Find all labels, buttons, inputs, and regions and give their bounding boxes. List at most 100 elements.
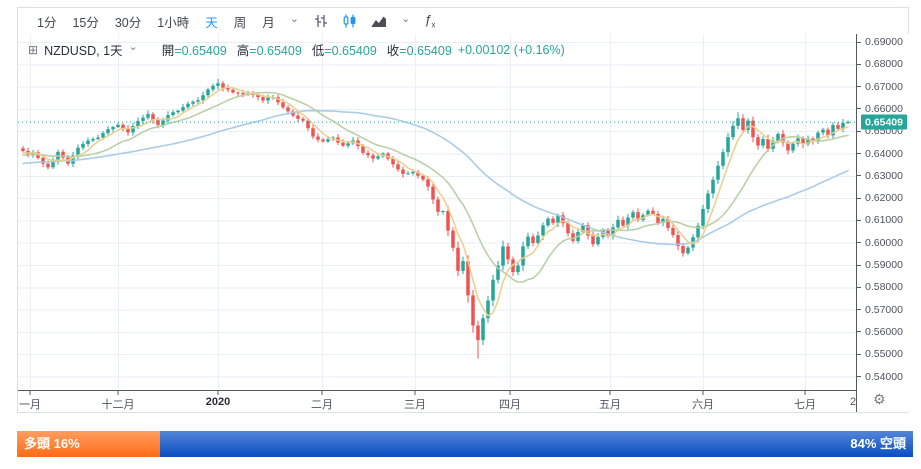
price-axis[interactable]: ⚙ 0.69000 0.68000 0.67000 0.66000 0.65000 0.6… (856, 34, 910, 412)
candle-body (746, 120, 750, 130)
candle-body (686, 247, 690, 254)
candle-body (261, 97, 265, 101)
candle-body (301, 118, 305, 121)
candle-body (821, 129, 825, 133)
time-axis[interactable]: 一月 十二月 2020 二月 三月 四月 五月 六月 七月 2 (18, 390, 856, 414)
symbol-details-icon[interactable]: ⊞ (28, 42, 39, 57)
bears-segment: 84% 空頭 (160, 431, 913, 457)
candle-body (371, 155, 375, 159)
candle-body (206, 89, 210, 96)
candle-body (86, 140, 90, 144)
price-axis-label: 0.63000 (865, 169, 903, 182)
candle-body (536, 235, 540, 243)
price-tick (857, 197, 861, 199)
interval-button-周[interactable]: 周 (233, 15, 247, 30)
candle-body (621, 219, 625, 226)
ohlc-item: 低=0.65409 (312, 40, 377, 59)
candle-body (166, 115, 170, 121)
candle-body (81, 143, 85, 148)
candle-body (671, 228, 675, 235)
ohlc-values: 開=0.65409 高=0.65409 低=0.65409 收=0.65409 (162, 40, 452, 59)
settings-gear-icon[interactable]: ⚙ (873, 391, 886, 407)
interval-menu-chevron-icon[interactable]: ⌄ (289, 12, 299, 25)
candle-body (761, 139, 765, 146)
interval-button-30分[interactable]: 30分 (114, 15, 142, 30)
candle-body (41, 157, 45, 164)
area-style-icon[interactable] (364, 15, 394, 28)
candle-body (541, 225, 545, 236)
candle-body (101, 133, 105, 138)
candle-body (406, 173, 410, 175)
candle-body (176, 110, 180, 113)
candle-body (21, 148, 25, 151)
interval-button-月[interactable]: 月 (262, 15, 275, 30)
candle-body (201, 95, 205, 101)
interval-button-1小時[interactable]: 1小時 (157, 15, 190, 30)
candle-body (826, 129, 830, 136)
time-axis-label: 六月 (692, 399, 714, 411)
candle-body (481, 318, 485, 341)
price-tick (857, 353, 861, 355)
candle-body (796, 138, 800, 144)
candle-body (551, 218, 555, 223)
price-axis-label: 0.59000 (865, 259, 903, 271)
candle-body (396, 164, 400, 170)
candle-body (366, 152, 370, 156)
candle-body (411, 171, 415, 174)
candle-body (71, 155, 75, 164)
price-tick (857, 219, 861, 221)
time-axis-label: 2020 (205, 396, 231, 408)
candle-body (401, 169, 405, 174)
price-tick (857, 108, 861, 110)
candle-body (476, 325, 480, 341)
price-axis-label: 0.64000 (865, 147, 903, 160)
candle-body (431, 186, 435, 200)
indicators-fx-icon[interactable]: ƒx (424, 12, 436, 30)
candle-body (326, 139, 330, 142)
candle-body (171, 112, 175, 116)
interval-button-group: 1分 15分 30分 1小時天周月 (29, 12, 283, 31)
interval-button-15分[interactable]: 15分 (72, 15, 99, 30)
candle-body (716, 165, 720, 180)
price-tick (857, 130, 861, 132)
interval-button-1分[interactable]: 1分 (37, 15, 57, 30)
symbol-title[interactable]: NZDUSD, 1天 (44, 44, 123, 58)
candle-body (651, 210, 655, 214)
symbol-chevron-icon[interactable]: ⌄ (128, 41, 138, 53)
candle-body (241, 93, 245, 95)
price-tick (857, 376, 861, 377)
style-menu-chevron-icon[interactable]: ⌄ (400, 12, 411, 25)
chart-widget: 1分 15分 30分 1小時天周月 ⌄ (17, 7, 910, 414)
candle-body (231, 89, 235, 93)
time-tick (509, 391, 511, 395)
candle-body (581, 225, 585, 232)
price-chart[interactable] (18, 34, 856, 390)
symbol-legend: ⊞ NZDUSD, 1天 ⌄ 開=0.65409 高=0.65409 低=0.654… (28, 40, 565, 59)
candle-body (281, 102, 285, 108)
candle-body (46, 163, 50, 168)
candle-body (766, 139, 770, 149)
ohlc-label: 低 (311, 44, 325, 58)
candle-body (841, 122, 845, 129)
price-tick (857, 153, 861, 154)
grid (18, 34, 856, 390)
time-axis-label: 四月 (499, 399, 521, 411)
candle-body (376, 156, 380, 159)
interval-button-天[interactable]: 天 (205, 15, 218, 30)
price-tick (857, 309, 861, 311)
candle-body (831, 125, 835, 136)
candles-style-icon[interactable] (335, 14, 364, 28)
candle-body (516, 265, 520, 273)
candle-body (131, 126, 135, 133)
candle-body (126, 128, 130, 133)
time-tick (804, 391, 806, 395)
candle-body (266, 97, 270, 101)
candle-body (391, 158, 395, 165)
bars-style-icon[interactable] (306, 14, 335, 28)
time-tick (609, 391, 611, 395)
candle-body (361, 146, 365, 153)
time-tick (414, 391, 416, 395)
candle-body (91, 138, 95, 141)
candle-body (311, 128, 315, 137)
candle-body (546, 218, 550, 226)
